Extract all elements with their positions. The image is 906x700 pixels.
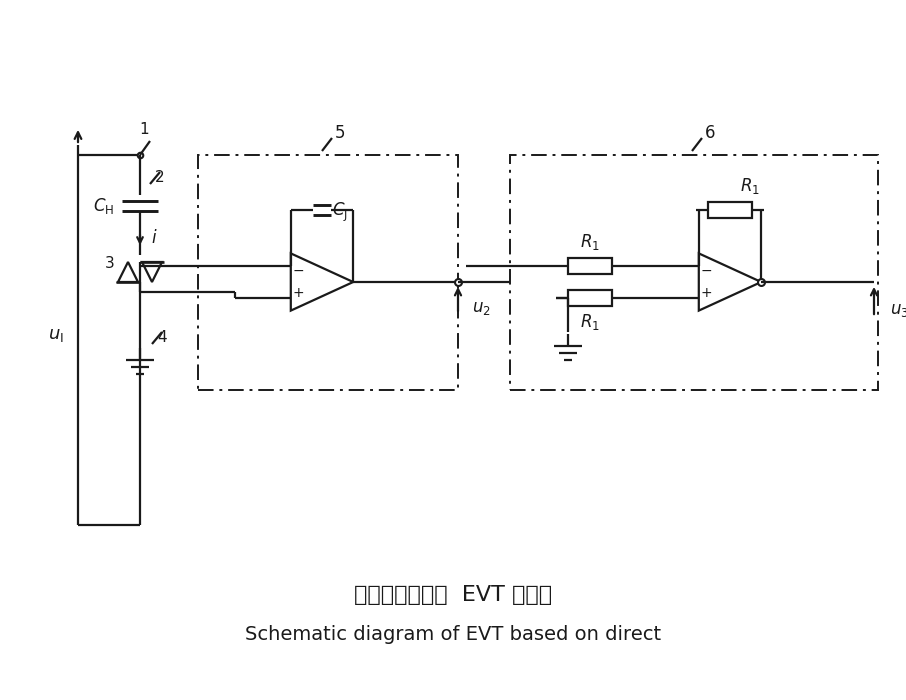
Bar [568, 290, 612, 306]
Text: $C_{\rm H}$: $C_{\rm H}$ [93, 196, 114, 216]
Text: $u_2$: $u_2$ [472, 299, 491, 317]
Text: 4: 4 [157, 330, 167, 346]
Text: 6: 6 [705, 124, 715, 142]
Text: $R_1$: $R_1$ [580, 232, 600, 253]
Text: −: − [701, 264, 713, 278]
Text: 直测电容电流型  EVT 原理图: 直测电容电流型 EVT 原理图 [354, 585, 552, 605]
Text: −: − [293, 264, 304, 278]
Text: 3: 3 [105, 256, 115, 272]
Text: $R_1$: $R_1$ [740, 176, 760, 196]
Text: $u_3$: $u_3$ [890, 301, 906, 319]
Text: 5: 5 [334, 124, 345, 142]
Bar [568, 258, 612, 274]
Text: $u_{\rm I}$: $u_{\rm I}$ [48, 326, 64, 344]
Text: +: + [293, 286, 304, 300]
Text: Schematic diagram of EVT based on direct: Schematic diagram of EVT based on direct [245, 626, 661, 645]
Bar [708, 202, 752, 218]
Text: $i$: $i$ [150, 229, 158, 247]
Text: 2: 2 [155, 171, 165, 186]
Text: 1: 1 [140, 122, 149, 136]
Bar [510, 155, 878, 390]
Text: $R_1$: $R_1$ [580, 312, 600, 332]
Text: +: + [701, 286, 713, 300]
Bar [198, 155, 458, 390]
Text: $C_{\rm J}$: $C_{\rm J}$ [333, 200, 348, 223]
